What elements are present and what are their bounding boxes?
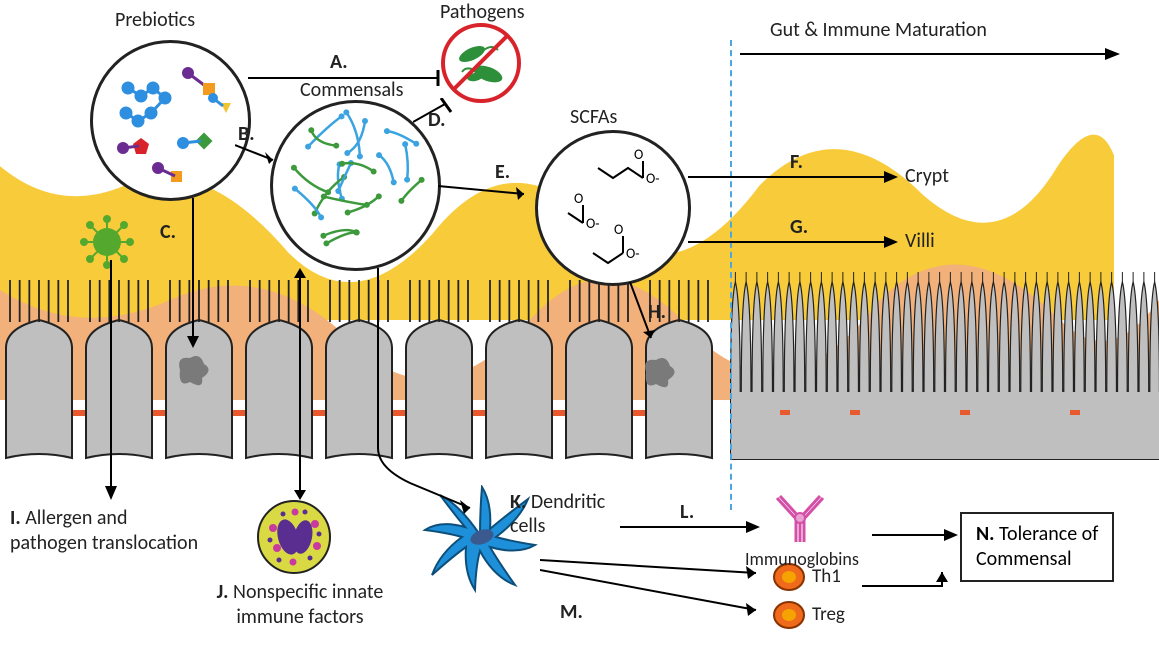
epithelium-mature-villi (730, 270, 1159, 460)
label-H: H. (648, 300, 666, 324)
label-B: B. (238, 122, 255, 146)
commensals-icon (273, 103, 438, 268)
scfas-label: SCFAs (570, 105, 617, 129)
villi-label: Villi (905, 229, 935, 253)
label-M: M. (560, 600, 583, 624)
label-L: L. (680, 500, 694, 524)
svg-text:O: O (614, 221, 623, 238)
translocated-blob (170, 348, 214, 392)
prebiotics-circle (90, 40, 251, 201)
label-F: F. (790, 150, 803, 174)
svg-text:O: O (574, 190, 583, 207)
pathogens-circle (440, 22, 522, 104)
immunoglobins-label: Immunoglobins (745, 548, 859, 570)
arrow-J-commensals (292, 268, 308, 500)
crypt-label: Crypt (905, 164, 949, 188)
svg-text:O: O (634, 146, 643, 163)
gut-maturation-arrow (740, 48, 1120, 60)
label-J: J. Nonspecific innateimmune factors (200, 580, 400, 630)
arrow-to-I (103, 260, 119, 500)
svg-text:O-: O- (626, 245, 640, 262)
label-E: E. (495, 160, 510, 184)
immunoglobulin-icon (770, 490, 830, 550)
tolerance-box: N. Tolerance ofCommensal (960, 512, 1114, 582)
label-D: D. (428, 108, 446, 132)
commensals-label: Commensals (300, 78, 403, 102)
label-C: C. (160, 220, 176, 244)
prebiotics-icon (93, 43, 248, 198)
label-I: I. Allergen andpathogen translocation (10, 506, 198, 556)
gut-maturation-label: Gut & Immune Maturation (770, 18, 987, 42)
arrow-commensals-DC (370, 268, 490, 518)
label-A: A. (330, 50, 348, 74)
arrow-ig-tolerance (872, 528, 958, 542)
svg-text:O-: O- (646, 170, 660, 187)
treg-label: Treg (812, 603, 845, 626)
treg-cell-icon (772, 600, 806, 635)
scfas-icon: O-O O-O O-O (538, 133, 688, 283)
label-K: K. Dendriticcells (510, 490, 605, 538)
arrow-E (438, 178, 538, 204)
prebiotics-label: Prebiotics (115, 8, 195, 32)
maturation-separator (730, 40, 732, 510)
innate-immune-cell-icon (255, 498, 333, 581)
th1-label: Th1 (812, 565, 841, 588)
svg-text:O-: O- (586, 215, 600, 232)
arrow-C (185, 198, 201, 348)
scfas-circle: O-O O-O O-O (535, 130, 691, 286)
label-G: G. (790, 215, 808, 239)
arrow-tcells-tolerance (862, 572, 972, 622)
pathogens-label: Pathogens (440, 0, 525, 24)
scfa-cell-blob (636, 350, 680, 394)
